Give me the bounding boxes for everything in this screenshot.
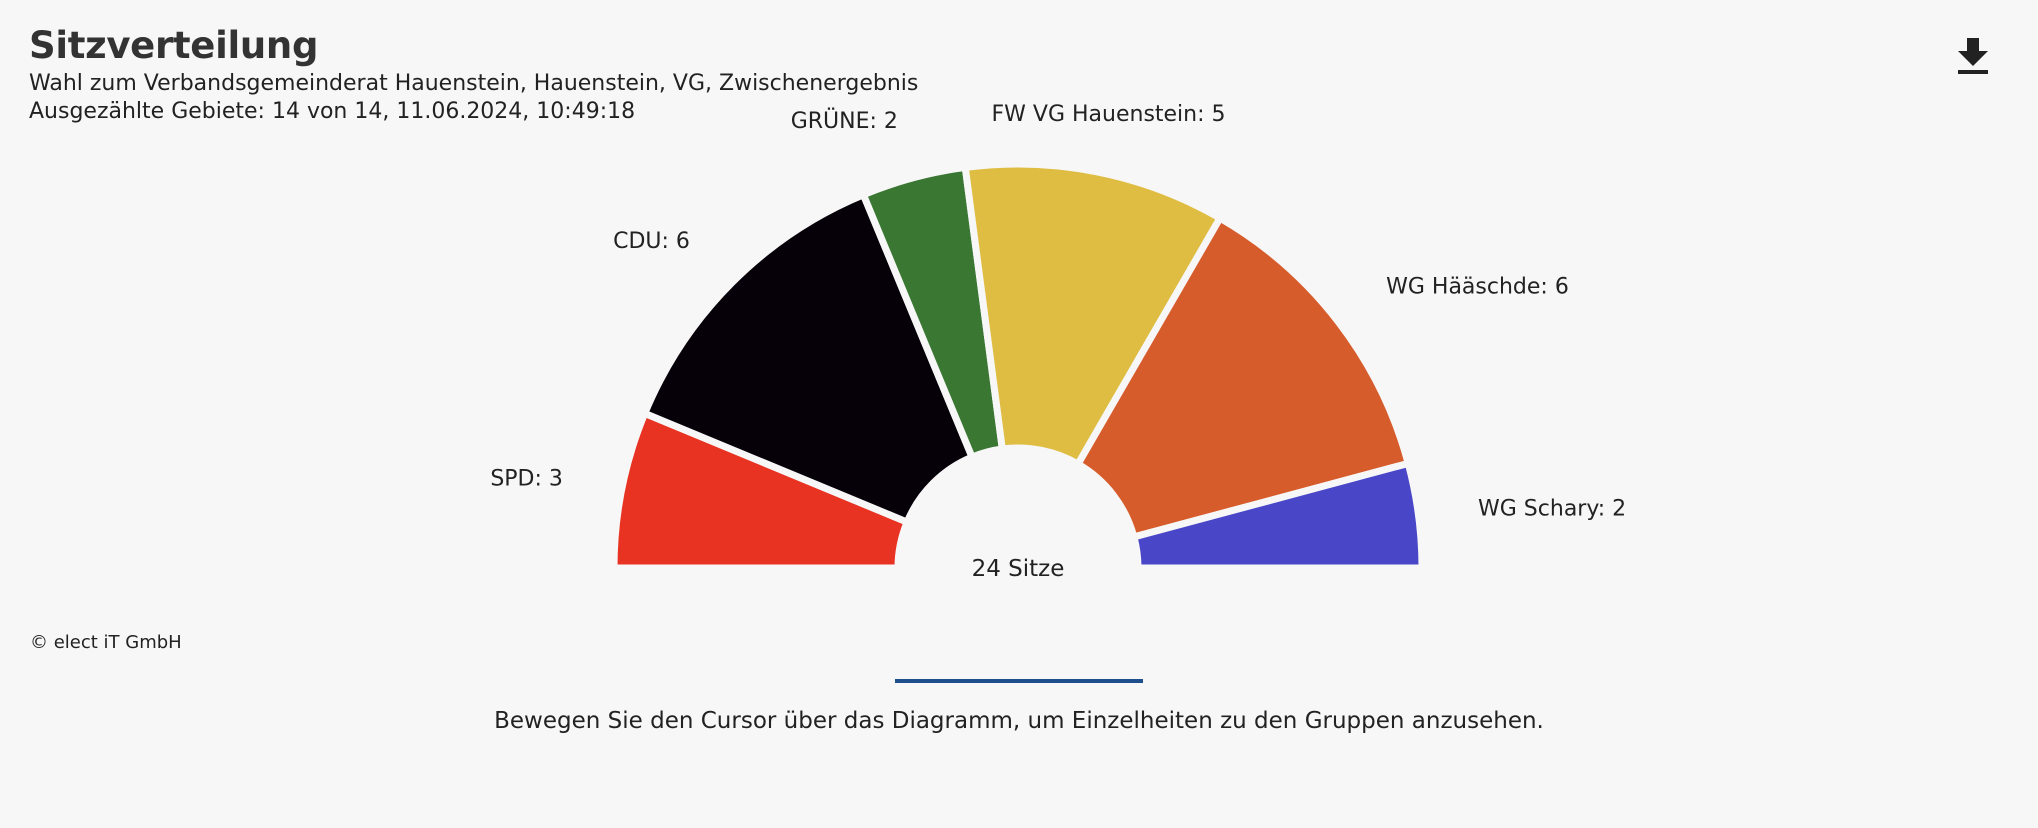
seat-label: FW VG Hauenstein: 5: [992, 102, 1226, 127]
seat-label: SPD: 3: [490, 466, 563, 491]
chart-title: Sitzverteilung: [29, 24, 319, 67]
divider-line: [895, 679, 1143, 683]
total-seats-label: 24 Sitze: [972, 556, 1065, 582]
seat-slice-cdu[interactable]: [640, 190, 977, 527]
seat-slice-fw-vg-hauenstein[interactable]: [961, 160, 1225, 469]
copyright-text: © elect iT GmbH: [30, 632, 182, 653]
download-icon: [1958, 38, 1988, 74]
seat-distribution-chart[interactable]: SPD: 3 CDU: 6 GRÜNE: 2 FW VG Hauenstein: 5 W…: [0, 0, 2038, 640]
seat-label: WG Schary: 2: [1478, 496, 1626, 521]
download-button[interactable]: [1955, 36, 1991, 76]
count-status: Ausgezählte Gebiete: 14 von 14, 11.06.20…: [29, 99, 636, 124]
chart-subtitle: Wahl zum Verbandsgemeinderat Hauenstein,…: [29, 71, 919, 96]
seat-label: WG Hääschde: 6: [1386, 275, 1569, 300]
hover-hint: Bewegen Sie den Cursor über das Diagramm…: [494, 708, 1544, 734]
seat-label: GRÜNE: 2: [791, 108, 898, 134]
seat-slice-wg-hääschde[interactable]: [1073, 213, 1413, 542]
seat-slice-wg-schary[interactable]: [1129, 459, 1426, 572]
seat-label: CDU: 6: [613, 229, 690, 254]
chart-header: Sitzverteilung Wahl zum Verbandsgemeinde…: [29, 22, 918, 126]
